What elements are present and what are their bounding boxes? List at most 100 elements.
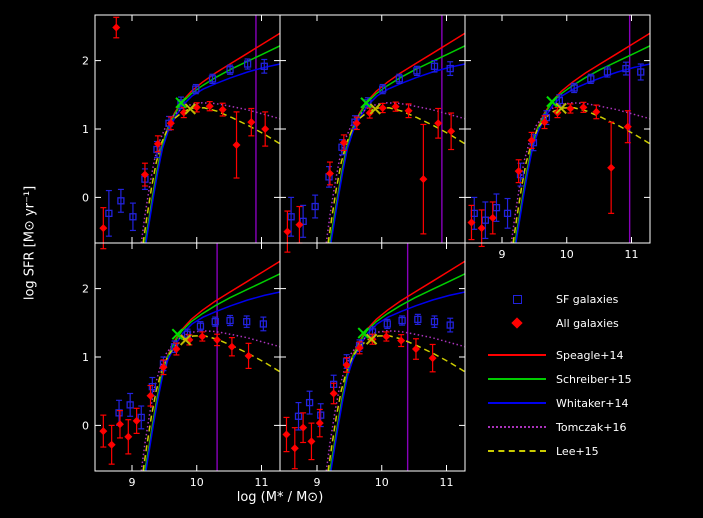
tick-label: 10 (190, 476, 204, 489)
diamond-data-point (391, 102, 400, 111)
panel-top-right: 9 10 11 (464, 14, 651, 261)
tick-label: 9 (499, 248, 506, 261)
diamond-data-point (352, 119, 361, 128)
diamond-data-point (146, 391, 155, 400)
yellow-cross-marker (179, 334, 192, 346)
square-data-point (570, 84, 578, 92)
diamond-data-point (227, 342, 236, 351)
legend-line-key (488, 354, 546, 356)
model-curve (327, 335, 466, 472)
yellow-cross-marker (555, 102, 567, 115)
tick-label: 2 (82, 55, 89, 68)
legend-label: All galaxies (556, 316, 619, 330)
diamond-data-point (295, 220, 304, 229)
square-data-point (115, 409, 123, 417)
diamond-data-point (325, 169, 334, 178)
square-data-point (446, 64, 454, 73)
diamond-data-point (124, 432, 133, 441)
diamond-data-point (592, 107, 601, 116)
model-curve (330, 291, 466, 472)
tick-label: 11 (440, 476, 454, 489)
square-data-point (637, 68, 645, 76)
yellow-cross-marker (365, 333, 378, 345)
diamond-data-point (434, 119, 443, 128)
legend-line-key (488, 426, 546, 428)
x-axis-label: log (M* / M⊙) (236, 490, 324, 505)
legend-label: Lee+15 (556, 444, 599, 458)
square-data-point (481, 216, 490, 224)
square-data-point (398, 316, 406, 325)
square-data-point (379, 85, 387, 93)
square-data-point (243, 60, 252, 68)
legend-item: SF galaxies (488, 292, 632, 306)
tick-label: 0 (82, 191, 89, 204)
model-curve (512, 107, 651, 244)
diamond-data-point (623, 122, 632, 131)
legend: SF galaxies All galaxies Speagle+14 Schreib… (488, 292, 632, 458)
model-curve (327, 107, 466, 244)
legend-line-key (488, 402, 546, 404)
square-data-point (383, 320, 391, 328)
square-data-point (603, 68, 612, 76)
square-data-point (177, 99, 185, 107)
legend-marker-key (488, 294, 546, 304)
square-data-point (294, 412, 303, 420)
square-data-point (208, 75, 217, 83)
legend-item: All galaxies (488, 316, 632, 330)
diamond-data-point (411, 345, 420, 354)
square-data-point (129, 213, 137, 221)
tick-label: 2 (82, 283, 89, 296)
square-data-point (117, 197, 125, 205)
panel-top-middle (279, 14, 466, 253)
square-data-point (430, 62, 439, 70)
square-data-point (226, 316, 234, 325)
diamond-data-point (166, 119, 175, 128)
square-data-point (311, 202, 319, 211)
diamond-data-point (467, 218, 476, 227)
diamond-data-point (179, 108, 188, 117)
solid-line-icon (488, 402, 546, 404)
tick-label: 1 (82, 351, 89, 364)
diamond-data-point (527, 136, 536, 145)
diamond-data-point (365, 109, 374, 118)
tick-label: 11 (255, 476, 269, 489)
diamond-data-point (378, 104, 387, 113)
square-data-point (105, 209, 113, 218)
square-data-point (226, 66, 234, 74)
filled-diamond-icon (511, 317, 523, 329)
green-cross-marker (360, 97, 372, 109)
square-data-point (555, 96, 563, 105)
diamond-data-point (315, 419, 324, 428)
diamond-data-point (140, 170, 149, 179)
square-data-point (492, 204, 501, 212)
legend-label: Whitaker+14 (556, 396, 629, 410)
green-cross-marker (357, 327, 369, 339)
square-data-point (148, 382, 157, 391)
model-curve (515, 63, 651, 244)
square-data-point (503, 209, 512, 218)
panel-bottom-left: 9 10 11 0 1 2 (82, 242, 281, 489)
square-data-point (260, 62, 268, 70)
legend-label: Speagle+14 (556, 348, 624, 362)
square-data-point (287, 213, 295, 221)
panel-frame (279, 242, 466, 472)
diamond-data-point (579, 103, 588, 112)
diamond-data-point (159, 363, 168, 372)
diamond-data-point (514, 167, 523, 176)
legend-item: Lee+15 (488, 444, 632, 458)
diamond-data-point (307, 437, 316, 446)
square-data-point (317, 411, 325, 419)
square-data-point (622, 64, 630, 73)
legend-label: Schreiber+15 (556, 372, 632, 386)
legend-line-key (488, 450, 546, 452)
solid-line-icon (488, 378, 546, 380)
square-data-point (192, 85, 200, 93)
square-data-point (446, 321, 454, 329)
square-data-point (211, 318, 219, 326)
diamond-data-point (540, 118, 549, 127)
diamond-data-point (299, 423, 308, 432)
model-curve (142, 107, 281, 244)
square-data-point (413, 67, 421, 75)
dashed-line-icon (488, 450, 546, 452)
tick-label: 0 (82, 419, 89, 432)
